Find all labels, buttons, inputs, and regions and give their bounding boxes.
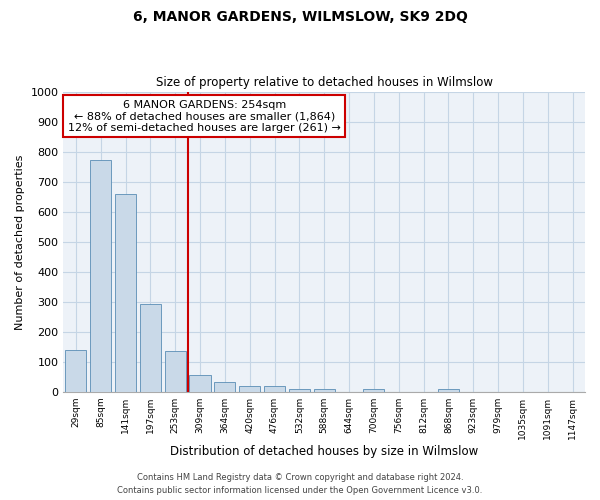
- Bar: [190, 376, 211, 392]
- Bar: [65, 350, 86, 392]
- Bar: [314, 389, 335, 392]
- Bar: [289, 389, 310, 392]
- Bar: [438, 389, 459, 392]
- Text: Contains HM Land Registry data © Crown copyright and database right 2024.
Contai: Contains HM Land Registry data © Crown c…: [118, 474, 482, 495]
- Bar: [90, 160, 111, 392]
- Bar: [140, 304, 161, 392]
- Bar: [214, 382, 235, 392]
- Y-axis label: Number of detached properties: Number of detached properties: [15, 154, 25, 330]
- Bar: [364, 389, 385, 392]
- Bar: [115, 194, 136, 392]
- Bar: [239, 386, 260, 392]
- Text: 6, MANOR GARDENS, WILMSLOW, SK9 2DQ: 6, MANOR GARDENS, WILMSLOW, SK9 2DQ: [133, 10, 467, 24]
- Bar: [164, 352, 186, 392]
- Title: Size of property relative to detached houses in Wilmslow: Size of property relative to detached ho…: [156, 76, 493, 90]
- Text: 6 MANOR GARDENS: 254sqm
← 88% of detached houses are smaller (1,864)
12% of semi: 6 MANOR GARDENS: 254sqm ← 88% of detache…: [68, 100, 341, 133]
- X-axis label: Distribution of detached houses by size in Wilmslow: Distribution of detached houses by size …: [170, 444, 478, 458]
- Bar: [264, 386, 285, 392]
